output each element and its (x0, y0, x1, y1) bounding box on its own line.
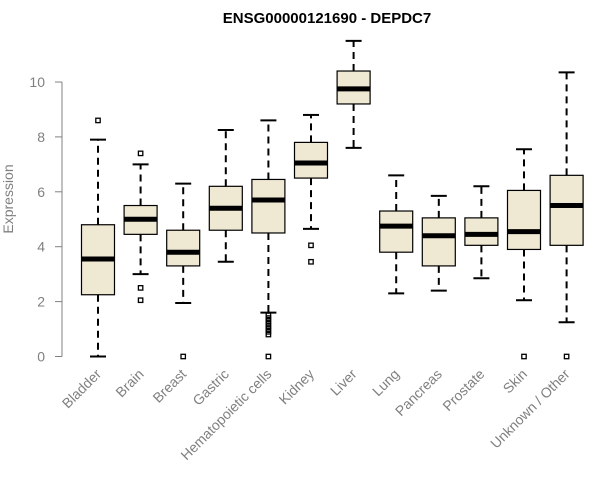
box-body (421, 217, 456, 267)
outlier-point (521, 353, 527, 360)
outlier-point (265, 353, 272, 360)
outlier-point (137, 285, 144, 291)
x-tick-label: Kidney (276, 366, 318, 408)
y-axis: 0 2 4 6 8 10 (29, 74, 63, 365)
x-tick-label: Gastric (189, 366, 232, 409)
x-tick-label: Pancreas (392, 366, 445, 419)
x-tick-label: Lung (369, 366, 402, 399)
outlier-point (137, 150, 144, 157)
box-pancreas (421, 194, 456, 292)
boxes-layer (80, 39, 584, 360)
box-body (251, 178, 286, 234)
x-tick-label: Prostate (439, 366, 487, 414)
box-gastric (208, 129, 243, 263)
box-prostate (464, 185, 499, 280)
box-bladder (80, 117, 116, 358)
box-liver (336, 39, 371, 149)
y-axis-label: Expression (0, 164, 16, 233)
outlier-point (137, 297, 144, 304)
box-body (506, 189, 542, 251)
y-tick-label: 0 (37, 349, 45, 365)
chart-title: ENSG00000121690 - DEPDC7 (223, 10, 431, 27)
x-tick-label: Brain (112, 366, 146, 400)
box-skin (506, 148, 542, 360)
outlier-point (308, 242, 314, 249)
box-body (379, 210, 414, 253)
box-body (166, 229, 201, 267)
x-tick-label: Unknown / Other (487, 366, 573, 452)
y-tick-label: 8 (37, 129, 45, 145)
x-tick-label: Liver (327, 366, 360, 399)
box-kidney (293, 113, 329, 265)
x-tick-label: Skin (500, 366, 531, 397)
box-body (549, 174, 584, 246)
y-tick-label: 4 (37, 239, 45, 255)
outlier-point (95, 117, 101, 124)
outlier-point (563, 353, 570, 360)
box-body (464, 217, 499, 246)
box-hematopoietic-cells (251, 119, 286, 360)
outlier-point (265, 312, 272, 319)
box-brain (123, 150, 158, 304)
box-unknown-other (549, 71, 584, 360)
x-tick-label: Bladder (59, 366, 105, 412)
outlier-point (180, 353, 187, 360)
outlier-point (308, 258, 314, 265)
y-tick-label: 2 (37, 294, 45, 310)
box-body (293, 141, 329, 179)
y-tick-label: 10 (29, 74, 45, 90)
box-lung (379, 174, 414, 295)
y-tick-label: 6 (37, 184, 45, 200)
x-tick-label: Breast (149, 366, 189, 406)
box-breast (166, 182, 201, 360)
